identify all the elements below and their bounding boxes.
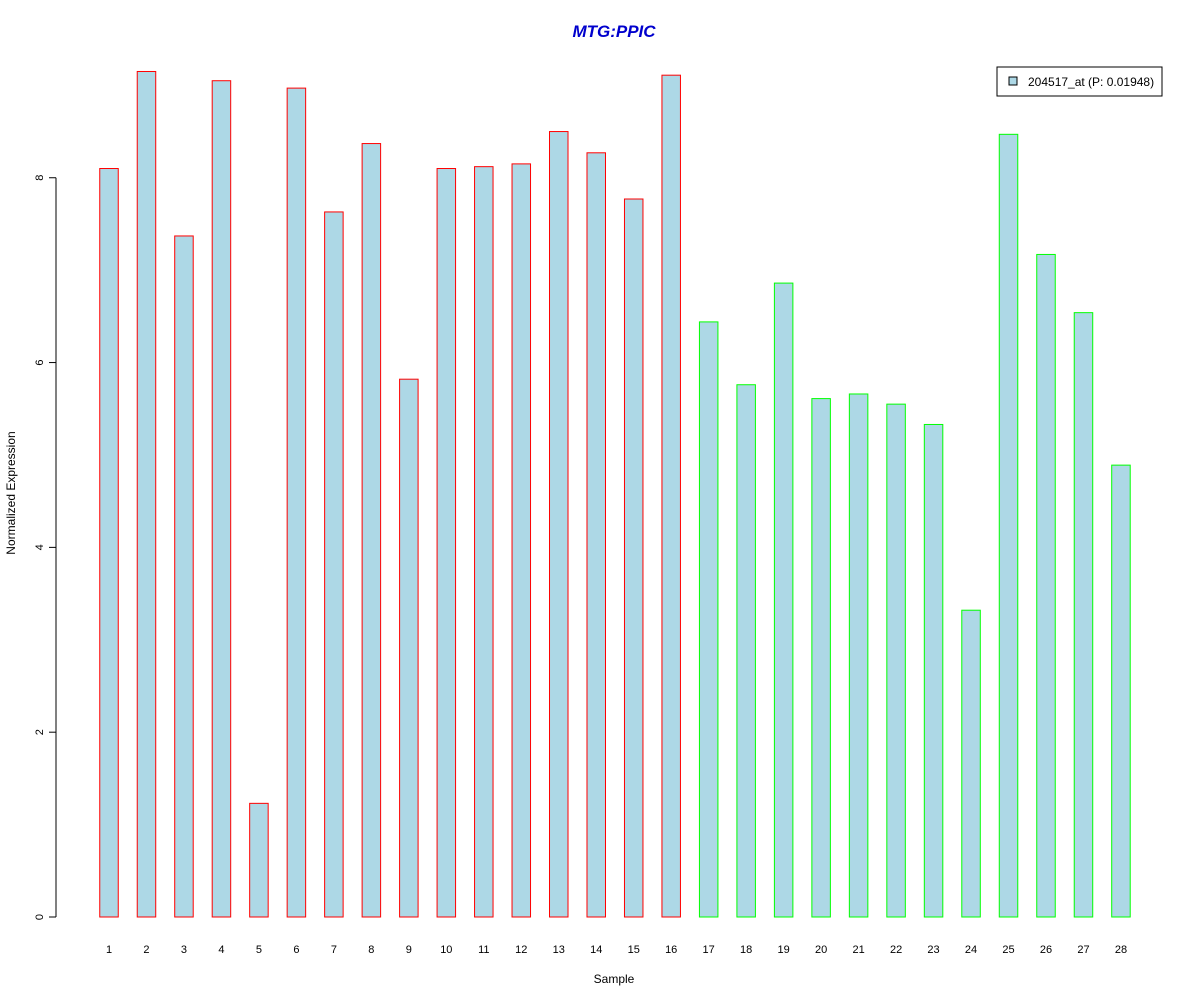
x-axis-label: Sample bbox=[594, 972, 635, 986]
x-tick-label: 11 bbox=[478, 944, 489, 956]
y-axis: 0 2 4 6 8 bbox=[34, 175, 57, 920]
legend: 204517_at (P: 0.01948) bbox=[996, 66, 1163, 97]
x-tick-label: 22 bbox=[890, 944, 902, 956]
x-tick-label: 23 bbox=[927, 944, 939, 956]
x-tick-label: 17 bbox=[703, 944, 715, 956]
bar-sample-14 bbox=[586, 152, 606, 918]
bar-sample-24 bbox=[961, 609, 981, 918]
x-tick-label: 15 bbox=[628, 944, 640, 956]
bar-sample-19 bbox=[773, 282, 794, 918]
x-tick-label: 21 bbox=[852, 944, 864, 956]
x-tick-label: 24 bbox=[965, 944, 977, 956]
y-tick-label: 4 bbox=[34, 544, 46, 550]
legend-box bbox=[996, 66, 1163, 97]
bar-sample-23 bbox=[923, 423, 944, 918]
y-tick-label: 8 bbox=[34, 175, 46, 181]
bar-sample-8 bbox=[361, 143, 382, 918]
bar-sample-5 bbox=[249, 802, 269, 918]
bar-sample-9 bbox=[399, 378, 419, 918]
bar-sample-3 bbox=[174, 235, 194, 918]
y-tick-label: 2 bbox=[34, 729, 46, 735]
y-tick-label: 6 bbox=[34, 359, 46, 365]
legend-label: 204517_at (P: 0.01948) bbox=[1028, 75, 1154, 89]
x-tick-label: 8 bbox=[368, 944, 374, 956]
bar-sample-12 bbox=[511, 163, 532, 918]
bar-sample-26 bbox=[1036, 253, 1056, 918]
bar-sample-1 bbox=[99, 168, 119, 918]
bar-sample-11 bbox=[474, 166, 494, 918]
x-tick-label: 25 bbox=[1002, 944, 1014, 956]
bar-sample-18 bbox=[736, 384, 756, 918]
x-tick-label: 26 bbox=[1040, 944, 1052, 956]
x-tick-label: 12 bbox=[515, 944, 527, 956]
x-tick-label: 16 bbox=[665, 944, 677, 956]
bar-sample-10 bbox=[436, 168, 457, 918]
x-tick-labels: 1 2 3 4 5 6 7 8 9 10 11 12 13 14 15 16 17 18 19 20 21 22 23 24 2… bbox=[106, 944, 1127, 956]
x-tick-label: 10 bbox=[440, 944, 452, 956]
x-tick-label: 18 bbox=[740, 944, 752, 956]
bar-sample-16 bbox=[661, 74, 681, 918]
bar-sample-20 bbox=[811, 398, 831, 918]
chart-title: MTG:PPIC bbox=[572, 22, 656, 41]
x-tick-label: 9 bbox=[406, 944, 412, 956]
bar-sample-27 bbox=[1073, 312, 1094, 918]
bars-group bbox=[99, 70, 1131, 918]
x-tick-label: 3 bbox=[181, 944, 187, 956]
x-tick-label: 27 bbox=[1077, 944, 1089, 956]
bar-sample-21 bbox=[848, 393, 869, 918]
y-tick-label: 0 bbox=[34, 914, 46, 920]
x-tick-label: 2 bbox=[143, 944, 149, 956]
bar-sample-17 bbox=[698, 321, 719, 918]
y-axis-label: Normalized Expression bbox=[4, 431, 18, 554]
x-tick-label: 28 bbox=[1115, 944, 1127, 956]
bar-sample-22 bbox=[886, 403, 906, 918]
bar-sample-7 bbox=[324, 211, 344, 918]
bar-sample-15 bbox=[623, 198, 644, 918]
x-tick-label: 7 bbox=[331, 944, 337, 956]
bar-sample-6 bbox=[286, 87, 307, 918]
legend-swatch bbox=[1008, 76, 1018, 86]
x-tick-label: 20 bbox=[815, 944, 827, 956]
bar-sample-28 bbox=[1111, 464, 1131, 918]
x-tick-label: 13 bbox=[553, 944, 565, 956]
bar-sample-2 bbox=[136, 70, 157, 918]
bar-sample-4 bbox=[211, 80, 232, 918]
x-tick-label: 5 bbox=[256, 944, 262, 956]
x-tick-label: 6 bbox=[293, 944, 299, 956]
x-tick-label: 4 bbox=[218, 944, 224, 956]
x-tick-label: 19 bbox=[778, 944, 790, 956]
x-tick-label: 14 bbox=[590, 944, 602, 956]
bar-sample-25 bbox=[998, 133, 1019, 918]
x-tick-label: 1 bbox=[106, 944, 112, 956]
bar-sample-13 bbox=[549, 131, 569, 918]
